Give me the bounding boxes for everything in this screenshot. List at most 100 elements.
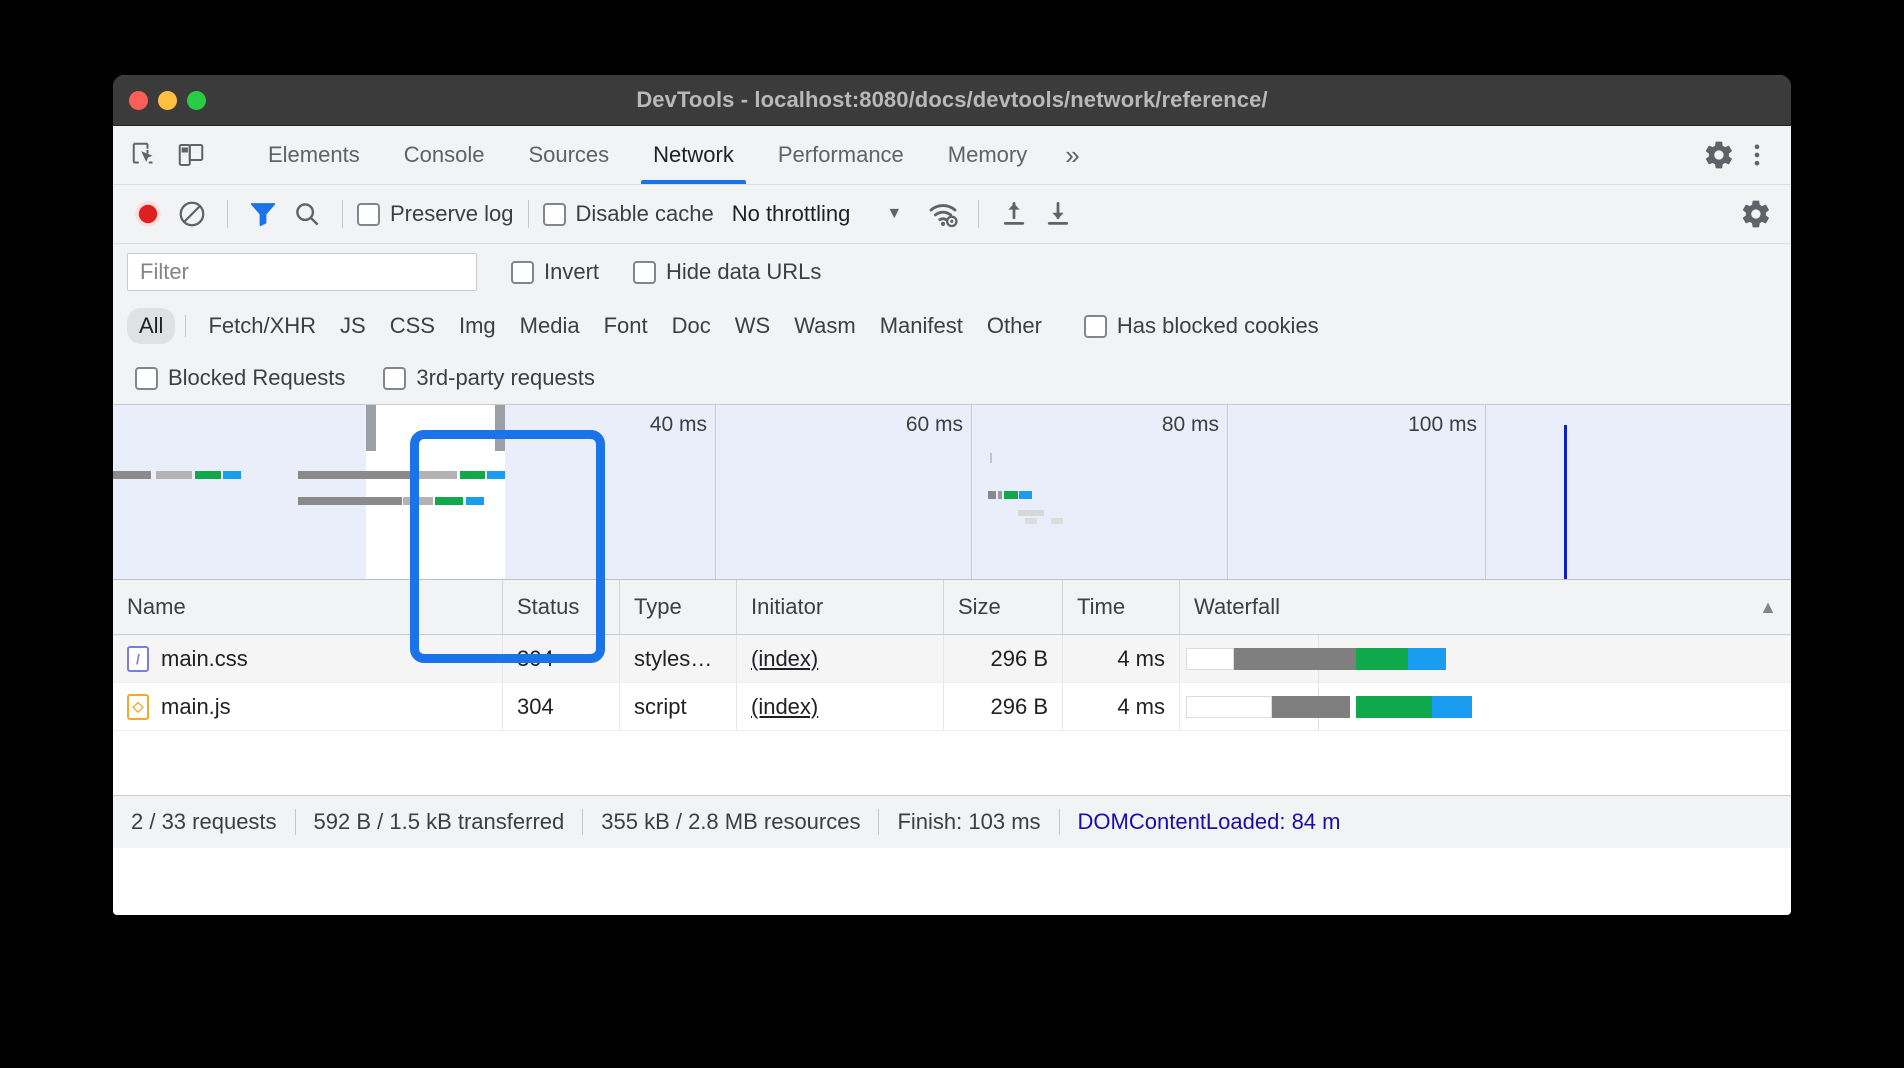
- window-controls: [129, 90, 206, 110]
- blocked-requests-box[interactable]: [135, 366, 158, 390]
- third-party-requests-box[interactable]: [383, 366, 407, 390]
- overview-request-bar: [487, 471, 505, 479]
- hide-data-urls-label: Hide data URLs: [666, 259, 822, 284]
- import-har-icon[interactable]: [993, 193, 1035, 235]
- kebab-menu-icon[interactable]: [1741, 139, 1773, 171]
- sort-ascending-icon: ▲: [1759, 596, 1777, 617]
- column-header-status[interactable]: Status: [503, 580, 620, 634]
- tab-bar-right-icons: [1672, 126, 1791, 184]
- tab-memory[interactable]: Memory: [926, 126, 1049, 184]
- overview-request-bar: [435, 497, 463, 505]
- table-row[interactable]: ◇ main.js 304 script (index) 296 B 4 ms: [113, 683, 1791, 731]
- inspect-element-icon[interactable]: [129, 139, 161, 171]
- waterfall-queueing: [1186, 696, 1272, 718]
- gear-icon[interactable]: [1735, 193, 1777, 235]
- type-filter-js[interactable]: JS: [340, 313, 366, 338]
- disable-cache-box[interactable]: [542, 202, 566, 226]
- cell-initiator[interactable]: (index): [737, 683, 944, 730]
- column-header-size[interactable]: Size: [944, 580, 1063, 634]
- type-filter-divider: [185, 315, 187, 337]
- has-blocked-cookies-box[interactable]: [1083, 314, 1107, 338]
- overview-tick-60ms: 60 ms: [905, 413, 963, 436]
- panel-tabs: Elements Console Sources Network Perform…: [246, 126, 1096, 184]
- device-toolbar-icon[interactable]: [175, 139, 207, 171]
- domcontentloaded-marker: [1564, 425, 1567, 579]
- chevron-down-icon: ▼: [886, 205, 903, 222]
- overview-selection-right-handle[interactable]: [495, 405, 505, 451]
- gear-icon[interactable]: [1703, 139, 1735, 171]
- close-button[interactable]: [129, 90, 148, 110]
- third-party-requests-checkbox[interactable]: 3rd-party requests: [383, 365, 595, 391]
- type-filter-other[interactable]: Other: [986, 313, 1042, 338]
- type-filter-fetch-xhr[interactable]: Fetch/XHR: [208, 313, 317, 338]
- cell-name[interactable]: ◇ main.js: [113, 683, 503, 730]
- cell-initiator[interactable]: (index): [737, 635, 944, 682]
- clear-icon[interactable]: [171, 193, 213, 235]
- hide-data-urls-checkbox[interactable]: Hide data URLs: [633, 259, 821, 285]
- disable-cache-checkbox[interactable]: Disable cache: [542, 201, 714, 227]
- network-overview-timeline[interactable]: 20 ms 40 ms 60 ms 80 ms 100 ms: [113, 405, 1791, 580]
- network-status-bar: 2 / 33 requests 592 B / 1.5 kB transferr…: [113, 795, 1791, 848]
- column-header-time[interactable]: Time: [1063, 580, 1180, 634]
- overview-request-bar: [1051, 518, 1063, 524]
- invert-label: Invert: [544, 259, 600, 284]
- resource-type-filter-row: All Fetch/XHR JS CSS Img Media Font Doc …: [113, 300, 1791, 352]
- tab-more-panels-button[interactable]: »: [1065, 139, 1080, 170]
- cell-name[interactable]: / main.css: [113, 635, 503, 682]
- type-filter-doc[interactable]: Doc: [671, 313, 711, 338]
- tab-performance[interactable]: Performance: [756, 126, 926, 184]
- blocked-requests-checkbox[interactable]: Blocked Requests: [135, 365, 345, 391]
- network-conditions-icon[interactable]: [922, 193, 964, 235]
- filter-funnel-icon[interactable]: [242, 193, 284, 235]
- filter-input[interactable]: Filter: [127, 253, 477, 291]
- type-filter-css[interactable]: CSS: [389, 313, 435, 338]
- column-header-waterfall[interactable]: Waterfall ▲: [1180, 580, 1791, 634]
- tab-network-label: Network: [653, 142, 734, 167]
- overview-request-bar: [419, 471, 457, 479]
- preserve-log-checkbox[interactable]: Preserve log: [357, 201, 514, 227]
- type-filter-ws[interactable]: WS: [734, 313, 771, 338]
- requests-table-header: Name Status Type Initiator Size Time Wat…: [113, 580, 1791, 635]
- record-button-icon[interactable]: [127, 193, 169, 235]
- overview-request-bar: [466, 497, 484, 505]
- initiator-link[interactable]: (index): [751, 645, 819, 671]
- tab-console[interactable]: Console: [382, 126, 507, 184]
- tab-sources[interactable]: Sources: [506, 126, 631, 184]
- overview-request-bar: [113, 471, 151, 479]
- overview-selection-window[interactable]: [366, 405, 505, 579]
- type-filter-font[interactable]: Font: [603, 313, 648, 338]
- invert-checkbox[interactable]: Invert: [511, 259, 599, 285]
- throttling-dropdown[interactable]: No throttling ▼: [732, 201, 902, 227]
- type-filter-all[interactable]: All: [127, 308, 176, 344]
- type-filter-img[interactable]: Img: [458, 313, 496, 338]
- hide-data-urls-box[interactable]: [633, 260, 657, 284]
- tab-elements-label: Elements: [268, 142, 360, 167]
- status-divider: [1058, 809, 1060, 835]
- tab-elements[interactable]: Elements: [246, 126, 382, 184]
- overview-tick-100ms: 100 ms: [1408, 413, 1477, 436]
- column-header-initiator[interactable]: Initiator: [737, 580, 944, 634]
- initiator-link[interactable]: (index): [751, 693, 819, 719]
- tab-network[interactable]: Network: [631, 126, 756, 184]
- table-row[interactable]: / main.css 304 styles… (index) 296 B 4 m…: [113, 635, 1791, 683]
- cell-time: 4 ms: [1063, 635, 1180, 682]
- preserve-log-box[interactable]: [357, 202, 380, 226]
- type-filter-media[interactable]: Media: [519, 313, 580, 338]
- overview-request-bar: [1018, 510, 1044, 516]
- blocked-requests-label: Blocked Requests: [168, 365, 346, 390]
- maximize-button[interactable]: [187, 90, 206, 110]
- waterfall-stalled: [1234, 648, 1356, 670]
- minimize-button[interactable]: [158, 90, 177, 110]
- type-filter-manifest[interactable]: Manifest: [879, 313, 963, 338]
- overview-selection-left-handle[interactable]: [366, 405, 376, 451]
- type-filter-wasm[interactable]: Wasm: [794, 313, 856, 338]
- column-header-name[interactable]: Name: [113, 580, 503, 634]
- toolbar-divider-3: [527, 200, 529, 228]
- export-har-icon[interactable]: [1037, 193, 1079, 235]
- invert-box[interactable]: [511, 260, 534, 284]
- search-icon[interactable]: [286, 193, 328, 235]
- column-header-waterfall-label: Waterfall: [1194, 594, 1280, 619]
- column-header-type[interactable]: Type: [620, 580, 737, 634]
- waterfall-stalled: [1272, 696, 1350, 718]
- has-blocked-cookies-checkbox[interactable]: Has blocked cookies: [1083, 313, 1319, 339]
